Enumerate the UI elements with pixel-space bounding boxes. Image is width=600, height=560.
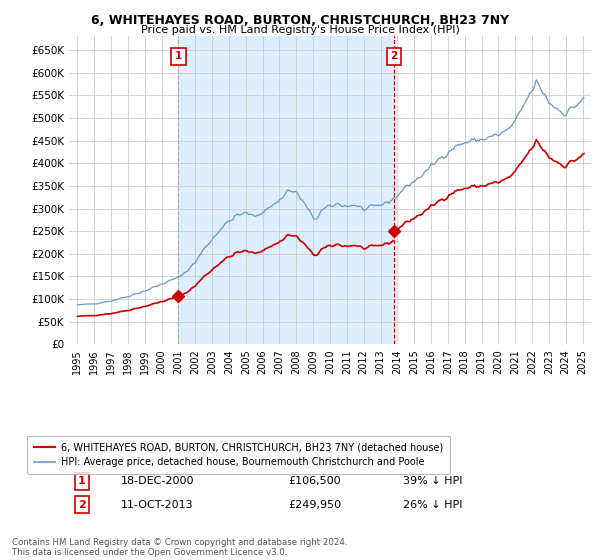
Bar xyxy=(178,36,394,344)
Text: 2: 2 xyxy=(390,52,397,62)
Legend: 6, WHITEHAYES ROAD, BURTON, CHRISTCHURCH, BH23 7NY (detached house), HPI: Averag: 6, WHITEHAYES ROAD, BURTON, CHRISTCHURCH… xyxy=(27,436,450,474)
Text: 26% ↓ HPI: 26% ↓ HPI xyxy=(403,500,463,510)
Text: 6, WHITEHAYES ROAD, BURTON, CHRISTCHURCH, BH23 7NY: 6, WHITEHAYES ROAD, BURTON, CHRISTCHURCH… xyxy=(91,14,509,27)
Text: 39% ↓ HPI: 39% ↓ HPI xyxy=(403,477,463,487)
Text: 11-OCT-2013: 11-OCT-2013 xyxy=(121,500,194,510)
Text: Price paid vs. HM Land Registry's House Price Index (HPI): Price paid vs. HM Land Registry's House … xyxy=(140,25,460,35)
Text: £249,950: £249,950 xyxy=(288,500,341,510)
Text: 18-DEC-2000: 18-DEC-2000 xyxy=(121,477,194,487)
Text: 1: 1 xyxy=(78,477,86,487)
Text: Contains HM Land Registry data © Crown copyright and database right 2024.
This d: Contains HM Land Registry data © Crown c… xyxy=(12,538,347,557)
Text: £106,500: £106,500 xyxy=(288,477,341,487)
Text: 2: 2 xyxy=(78,500,86,510)
Text: 1: 1 xyxy=(175,52,182,62)
